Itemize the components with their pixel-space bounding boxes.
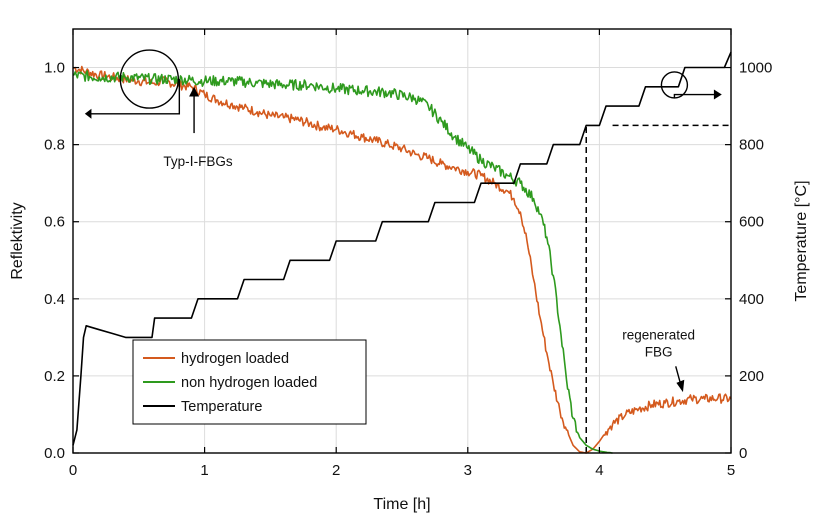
- legend: hydrogen loaded non hydrogen loaded Temp…: [132, 339, 367, 425]
- x-tick-label: 0: [69, 462, 77, 479]
- x-tick-label: 2: [332, 462, 340, 479]
- series-non-hydrogen-loaded: [72, 70, 613, 454]
- legend-label-temperature: Temperature: [181, 399, 262, 415]
- annotation-text-typ-i: Typ-Ⅰ-FBGs: [163, 154, 232, 169]
- x-tick-label: 4: [595, 462, 603, 479]
- highlight-circle-left: [119, 49, 180, 109]
- annotation-typ-i: Typ-Ⅰ-FBGs: [84, 49, 233, 169]
- x-tick-label: 1: [200, 462, 208, 479]
- y-tick-label: 0.4: [44, 291, 65, 308]
- annotation-text-fbg: FBG: [645, 345, 673, 360]
- x-axis-title: Time [h]: [373, 496, 430, 513]
- arrowhead-up: [189, 86, 200, 97]
- x-tick-label: 3: [464, 462, 472, 479]
- arrow-to-right-axis: [673, 93, 716, 98]
- y2-tick-label: 800: [739, 137, 764, 154]
- annotation-temperature: [660, 71, 722, 100]
- y2-axis-title: Temperature [°C]: [793, 180, 810, 301]
- ticks: 0 1 2 3 4 5 0.0 0.2 0.4 0.6 0.8 1.0 0 200 400 600 800 100…: [44, 29, 772, 479]
- series-layer: [72, 51, 732, 454]
- x-tick-label: 5: [727, 462, 735, 479]
- plot-frame: [72, 28, 732, 454]
- reference-lines: [585, 124, 731, 453]
- legend-label-hydrogen: hydrogen loaded: [181, 351, 289, 367]
- annotation-text-regenerated: regenerated: [622, 327, 695, 342]
- y-axis-title: Reflektivity: [9, 202, 26, 279]
- y-tick-label: 0.8: [44, 137, 65, 154]
- arrowhead-left: [84, 108, 92, 119]
- annotation-regenerated: regenerated FBG: [622, 327, 695, 393]
- y2-tick-label: 400: [739, 291, 764, 308]
- arrowhead-right: [713, 89, 722, 100]
- y2-tick-label: 600: [739, 214, 764, 231]
- y-tick-label: 0.6: [44, 214, 65, 231]
- arrowhead-down: [676, 379, 685, 393]
- y-tick-label: 1.0: [44, 60, 65, 77]
- y2-tick-label: 1000: [739, 60, 772, 77]
- arrow-to-left-axis: [90, 79, 181, 115]
- y2-tick-label: 200: [739, 368, 764, 385]
- series-hydrogen-loaded: [72, 65, 732, 454]
- y-tick-label: 0.0: [44, 445, 65, 462]
- y-tick-label: 0.2: [44, 368, 65, 385]
- y2-tick-label: 0: [739, 445, 747, 462]
- legend-label-non-hydrogen: non hydrogen loaded: [181, 375, 317, 391]
- series-temperature: [72, 51, 732, 446]
